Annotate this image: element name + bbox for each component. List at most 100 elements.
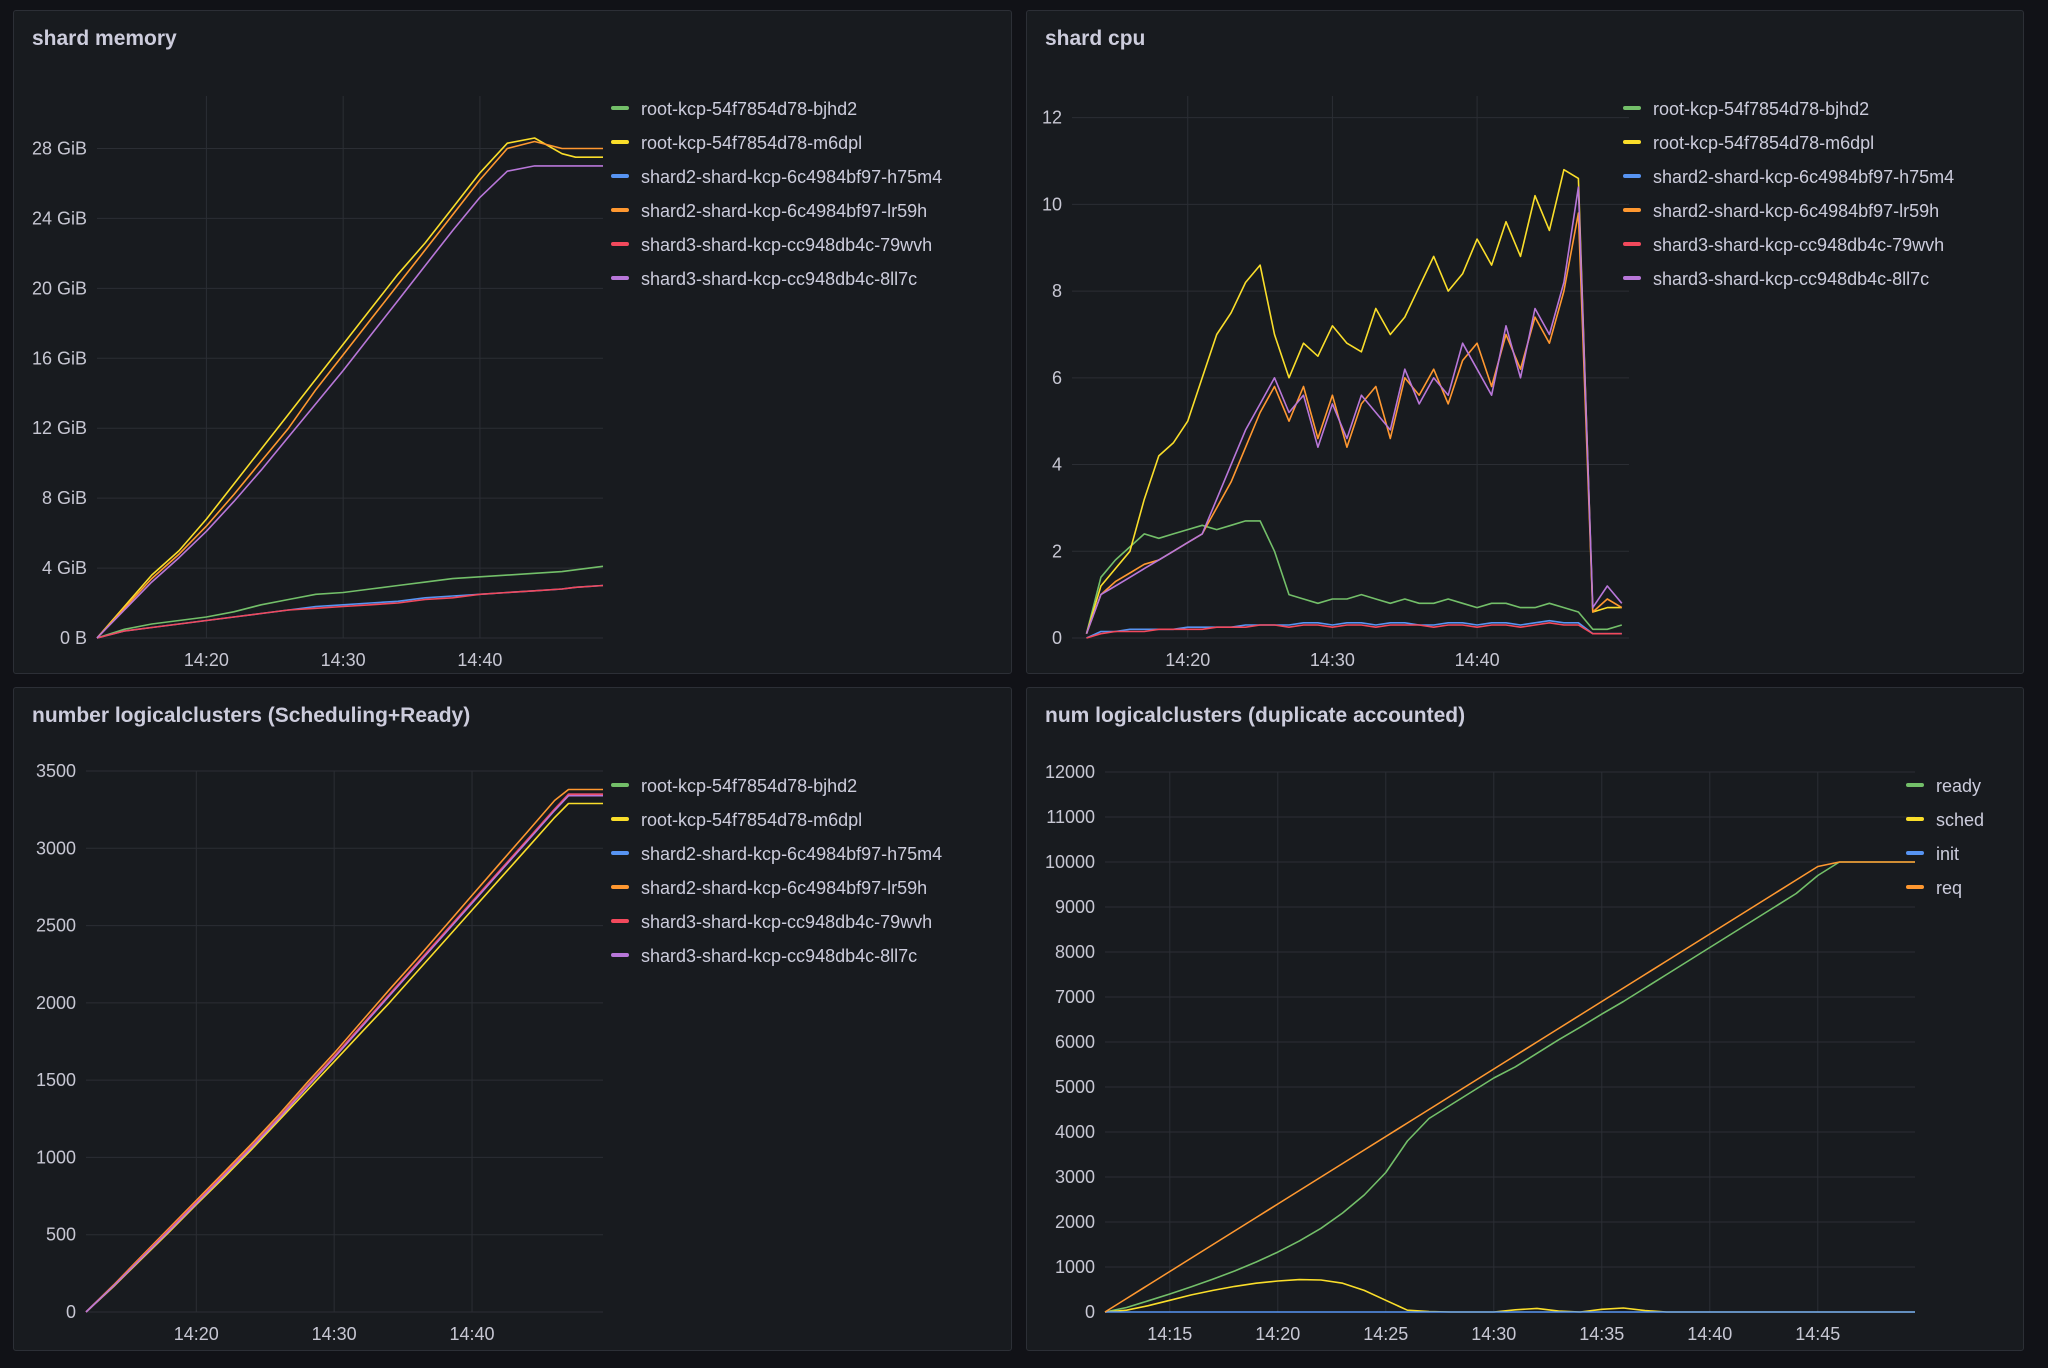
panel-shard-memory[interactable]: shard memory 0 B 4 GiB 8 GiB 12 GiB 16 GiB 20… [13,10,1012,674]
legend-swatch [611,174,629,178]
chart-number-logicalclusters: 0 500 1000 1500 2000 2500 3000 3500 14:20 14:30 14… [36,761,942,1344]
chart-num-logicalclusters-dup: 0 1000 2000 3000 4000 5000 6000 7000 8000 9000 100… [1045,762,1984,1344]
series-line-sched [1104,1278,1915,1313]
legend-item: ready [1936,776,1981,796]
y-tick-label: 28 GiB [32,138,87,158]
series-line-root-kcp-54f7854d78-m6dpl [1085,168,1622,634]
y-tick-label: 3000 [1055,1167,1095,1187]
legend-item: shard2-shard-kcp-6c4984bf97-h75m4 [641,844,942,864]
series-line-root-kcp-54f7854d78-bjhd2 [96,565,604,639]
series-group [1104,861,1915,1313]
legend-item: sched [1936,810,1984,830]
y-tick-label: 12 [1042,108,1062,128]
ticks: 0 500 1000 1500 2000 2500 3000 3500 14:20 14:30 14… [36,761,495,1344]
y-tick-label: 24 GiB [32,208,87,228]
legend-swatch [1623,174,1641,178]
legend-item: init [1936,844,1959,864]
legend-swatch [611,953,629,957]
y-tick-label: 1000 [36,1147,76,1167]
series-line-shard2-shard-kcp-6c4984bf97-h75m4 [96,584,604,639]
legend-item: root-kcp-54f7854d78-m6dpl [641,810,862,830]
panel-num-logicalclusters-dup[interactable]: num logicalclusters (duplicate accounted… [1026,687,2024,1351]
series-line-shard2-shard-kcp-6c4984bf97-lr59h [85,788,603,1313]
ticks: 0 1000 2000 3000 4000 5000 6000 7000 8000 9000 100… [1045,762,1840,1344]
x-tick-label: 14:20 [184,650,229,670]
legend-item: shard2-shard-kcp-6c4984bf97-h75m4 [641,167,942,187]
y-tick-label: 6 [1052,368,1062,388]
legend-swatch [611,140,629,144]
series-line-root-kcp-54f7854d78-m6dpl [96,137,603,639]
legend: ready sched init req [1906,776,1984,898]
y-tick-label: 3500 [36,761,76,781]
legend-swatch [611,851,629,855]
series-group [1085,168,1623,639]
legend-item: root-kcp-54f7854d78-bjhd2 [1653,99,1869,119]
y-tick-label: 2000 [36,993,76,1013]
legend-swatch [611,817,629,821]
legend: root-kcp-54f7854d78-bjhd2 root-kcp-54f785… [611,776,942,966]
series-line-shard3-shard-kcp-cc948db4c-79wvh [1086,621,1622,639]
x-tick-label: 14:40 [1687,1324,1732,1344]
series-group [96,137,604,639]
series-line-shard3-shard-kcp-cc948db4c-79wvh [96,584,604,639]
panel-shard-cpu[interactable]: shard cpu 0 2 4 6 8 10 12 14:20 14:30 14:40 root-k… [1026,10,2024,674]
legend-swatch [1906,817,1924,821]
legend-swatch [1623,208,1641,212]
y-tick-label: 2 [1052,541,1062,561]
y-tick-label: 11000 [1046,807,1095,827]
y-tick-label: 8 [1052,281,1062,301]
legend-item: root-kcp-54f7854d78-bjhd2 [641,776,857,796]
series-line-shard3-shard-kcp-cc948db4c-79wvh [85,793,603,1313]
y-tick-label: 2500 [36,916,76,936]
series-line-shard3-shard-kcp-cc948db4c-8ll7c [1085,186,1623,634]
legend-item: shard3-shard-kcp-cc948db4c-79wvh [1653,235,1944,255]
x-tick-label: 14:30 [1471,1324,1516,1344]
panel-title: shard memory [32,27,177,50]
grid [1072,96,1629,639]
y-tick-label: 0 B [60,628,87,648]
legend-swatch [1623,106,1641,110]
legend-swatch [1906,851,1924,855]
legend-item: root-kcp-54f7854d78-m6dpl [1653,133,1874,153]
y-tick-label: 10 [1042,194,1062,214]
y-tick-label: 2000 [1055,1212,1095,1232]
y-tick-label: 8 GiB [42,488,87,508]
y-tick-label: 10000 [1045,852,1095,872]
x-tick-label: 14:20 [1255,1324,1300,1344]
legend-swatch [611,919,629,923]
legend-item: shard2-shard-kcp-6c4984bf97-h75m4 [1653,167,1954,187]
series-line-shard2-shard-kcp-6c4984bf97-lr59h [1085,212,1623,634]
legend-swatch [611,885,629,889]
panel-title: num logicalclusters (duplicate accounted… [1045,704,1466,727]
y-tick-label: 4000 [1055,1122,1095,1142]
ticks: 0 B 4 GiB 8 GiB 12 GiB 16 GiB 20 GiB 24 GiB 28 … [32,138,502,670]
y-tick-label: 8000 [1055,942,1095,962]
y-tick-label: 6000 [1055,1032,1095,1052]
y-tick-label: 500 [46,1225,76,1245]
legend-swatch [1623,140,1641,144]
y-tick-label: 12000 [1045,762,1095,782]
y-tick-label: 0 [1052,628,1062,648]
legend-item: shard3-shard-kcp-cc948db4c-79wvh [641,912,932,932]
x-tick-label: 14:40 [450,1324,495,1344]
y-tick-label: 20 GiB [32,278,87,298]
y-tick-label: 1500 [36,1070,76,1090]
series-line-shard2-shard-kcp-6c4984bf97-lr59h [96,140,603,639]
legend-item: shard2-shard-kcp-6c4984bf97-lr59h [641,201,927,221]
y-tick-label: 7000 [1055,987,1095,1007]
legend-swatch [611,208,629,212]
x-tick-label: 14:40 [1455,650,1500,670]
ticks: 0 2 4 6 8 10 12 14:20 14:30 14:40 [1042,108,1500,670]
y-tick-label: 0 [66,1302,76,1322]
series-line-root-kcp-54f7854d78-bjhd2 [1085,520,1623,634]
legend: root-kcp-54f7854d78-bjhd2 root-kcp-54f785… [611,99,942,289]
panel-number-logicalclusters[interactable]: number logicalclusters (Scheduling+Ready… [13,687,1012,1351]
legend-item: shard3-shard-kcp-cc948db4c-8ll7c [641,946,917,966]
y-tick-label: 16 GiB [32,348,87,368]
x-tick-label: 14:25 [1363,1324,1408,1344]
series-line-ready [1104,861,1915,1313]
legend-item: shard3-shard-kcp-cc948db4c-79wvh [641,235,932,255]
x-tick-label: 14:30 [312,1324,357,1344]
legend-item: shard3-shard-kcp-cc948db4c-8ll7c [641,269,917,289]
